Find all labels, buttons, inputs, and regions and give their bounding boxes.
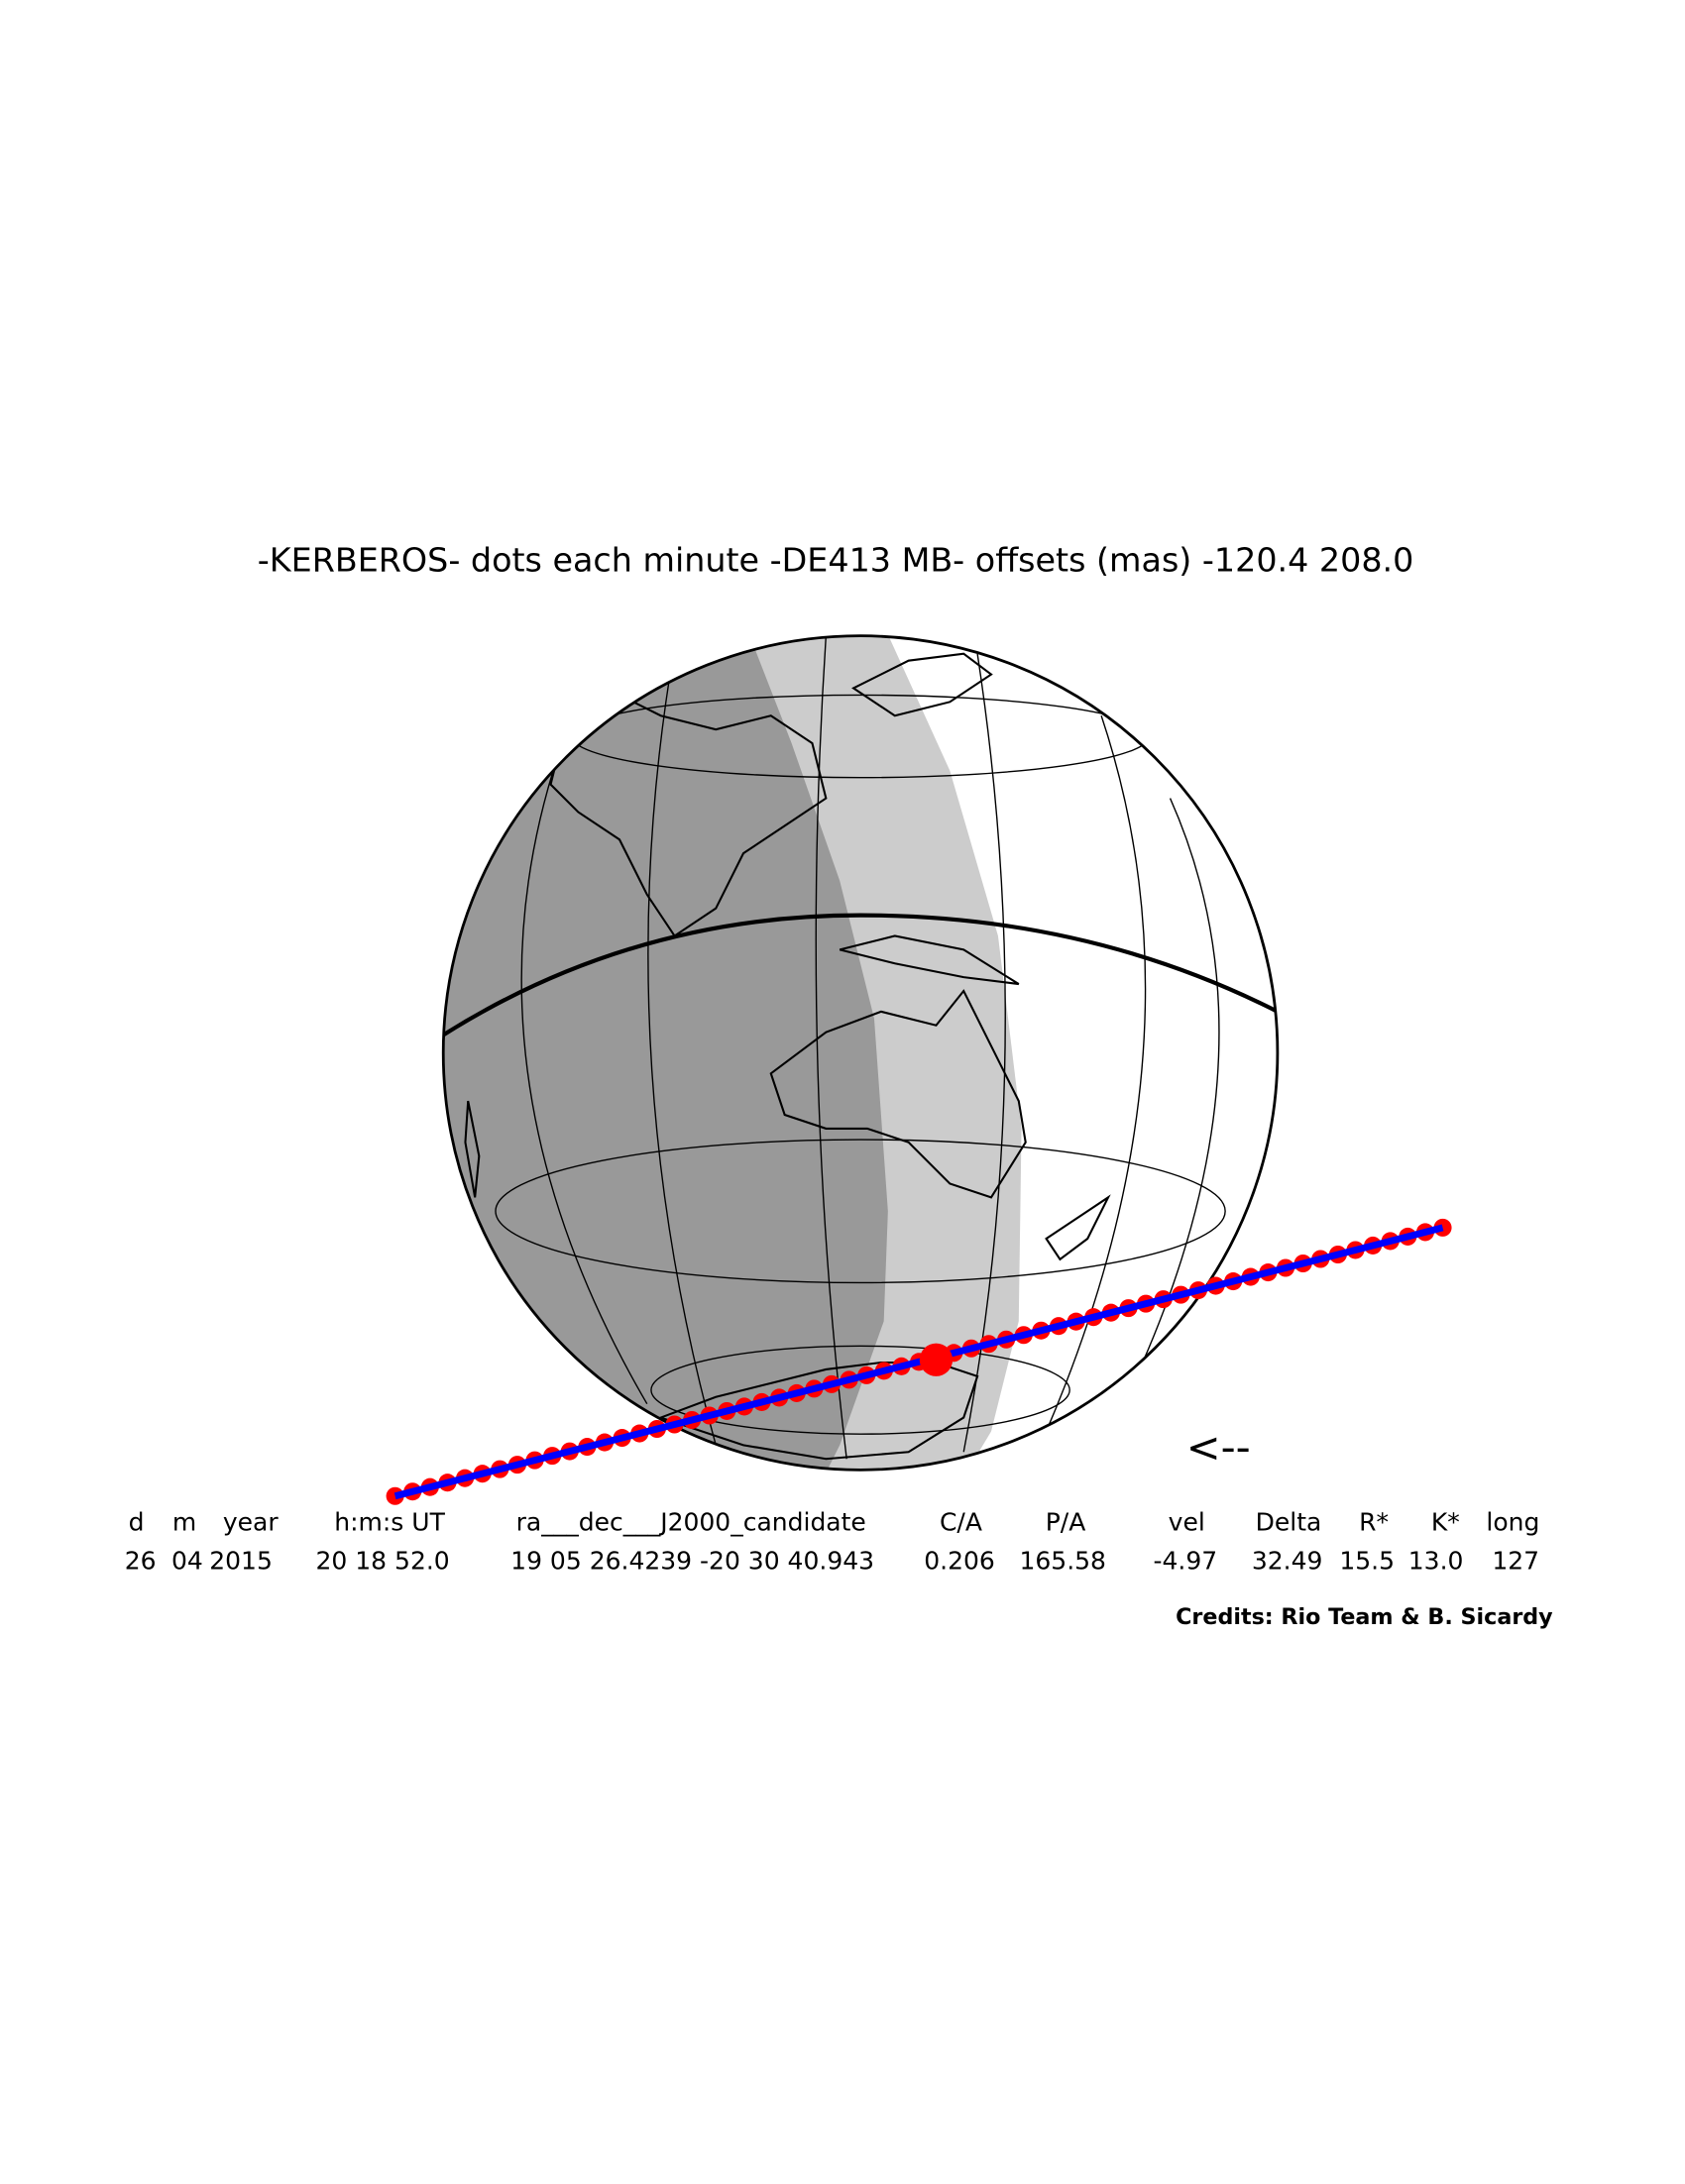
credits: Credits: Rio Team & B. Sicardy xyxy=(1176,1604,1553,1630)
globe-outline xyxy=(441,634,1280,1472)
table-value: 19 05 26.4239 -20 30 40.943 xyxy=(510,1546,874,1575)
table-header: m xyxy=(172,1507,196,1536)
table: d m year h:m:s UT ra___dec___J2000_candidate… xyxy=(125,1507,1540,1575)
table-header: vel xyxy=(1169,1507,1205,1536)
table-header: d xyxy=(129,1507,145,1536)
shadow-track xyxy=(386,1218,1452,1505)
table-value: 04 xyxy=(171,1546,203,1575)
table-value: 0.206 xyxy=(924,1546,995,1575)
map-group: -KERBEROS- dots each minute -DE413 MB- o… xyxy=(125,540,1553,1630)
table-header: ra___dec___J2000_candidate xyxy=(516,1507,866,1536)
table-value: 127 xyxy=(1492,1546,1539,1575)
table-header: C/A xyxy=(940,1507,982,1536)
table-value: 165.58 xyxy=(1019,1546,1105,1575)
table-header: K* xyxy=(1431,1507,1460,1536)
table-value: 20 18 52.0 xyxy=(316,1546,450,1575)
title: -KERBEROS- dots each minute -DE413 MB- o… xyxy=(258,540,1414,579)
globe xyxy=(443,635,1278,1471)
track-line xyxy=(393,1224,1444,1500)
table-value: 2015 xyxy=(209,1546,273,1575)
table-value: 13.0 xyxy=(1408,1546,1464,1575)
table-header: Delta xyxy=(1256,1507,1322,1536)
table-header: long xyxy=(1486,1507,1539,1536)
table-header: P/A xyxy=(1046,1507,1086,1536)
closest-approach xyxy=(919,1343,954,1376)
table-value: 32.49 xyxy=(1252,1546,1323,1575)
table-value: 26 xyxy=(125,1546,157,1575)
table-header: h:m:s UT xyxy=(334,1507,445,1536)
table-value: -4.97 xyxy=(1153,1546,1217,1575)
table-header: R* xyxy=(1359,1507,1389,1536)
table-header: year xyxy=(223,1507,279,1536)
motion-direction: <-- xyxy=(1186,1423,1251,1472)
table-value: 15.5 xyxy=(1339,1546,1395,1575)
